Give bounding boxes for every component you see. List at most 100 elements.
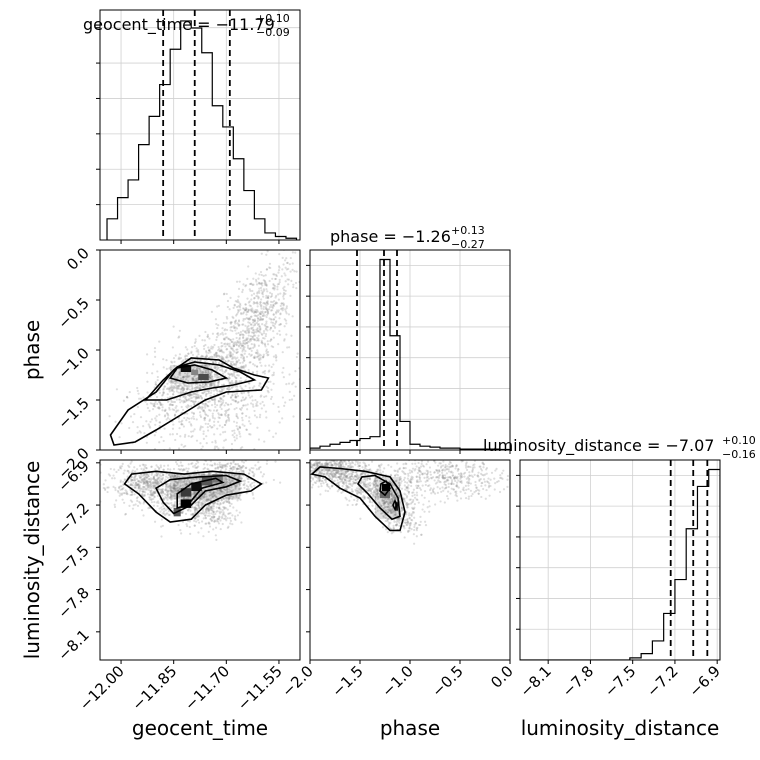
sample-point xyxy=(160,490,163,493)
sample-point xyxy=(461,460,464,463)
sample-point xyxy=(235,413,238,416)
sample-point xyxy=(208,376,212,379)
sample-point xyxy=(146,481,149,484)
sample-point xyxy=(234,319,238,322)
sample-point xyxy=(275,294,278,297)
sample-point xyxy=(253,330,256,333)
sample-point xyxy=(174,386,177,390)
sample-point xyxy=(258,312,262,315)
sample-point xyxy=(240,453,242,455)
sample-point xyxy=(193,510,197,513)
sample-point xyxy=(203,339,206,342)
sample-point xyxy=(146,484,149,487)
sample-point xyxy=(163,507,166,510)
sample-point xyxy=(190,462,193,465)
sample-point xyxy=(281,396,285,399)
sample-point xyxy=(250,298,253,301)
sample-point xyxy=(220,499,223,502)
sample-point xyxy=(239,346,242,350)
sample-point xyxy=(260,364,263,367)
sample-point xyxy=(142,488,145,491)
sample-point xyxy=(190,393,193,397)
sample-point xyxy=(257,277,260,280)
sample-point xyxy=(202,496,205,499)
sample-point xyxy=(151,363,155,366)
sample-point xyxy=(281,351,284,354)
sample-point xyxy=(258,325,261,328)
sample-point xyxy=(210,519,213,522)
sample-point xyxy=(407,490,411,494)
sample-point xyxy=(212,515,216,518)
sample-point xyxy=(262,332,266,335)
sample-point xyxy=(364,464,367,467)
sample-point xyxy=(225,478,228,481)
sample-point xyxy=(275,312,278,315)
sample-point xyxy=(391,494,394,497)
sample-point xyxy=(224,345,227,348)
sample-point xyxy=(121,498,124,501)
sample-point xyxy=(198,478,202,481)
sample-point xyxy=(424,483,427,487)
sample-point xyxy=(185,450,187,452)
sample-point xyxy=(194,456,196,458)
sample-point xyxy=(198,506,201,510)
sample-point xyxy=(224,515,227,518)
sample-point xyxy=(330,463,334,467)
sample-point xyxy=(162,387,165,390)
sample-point xyxy=(278,421,281,424)
sample-point xyxy=(138,476,142,479)
sample-point xyxy=(212,502,216,505)
sample-point xyxy=(167,473,170,477)
sample-point xyxy=(244,398,247,401)
sample-point xyxy=(303,466,305,468)
sample-point xyxy=(469,465,472,469)
sample-point xyxy=(192,400,195,403)
sample-point xyxy=(223,477,226,481)
sample-point xyxy=(196,509,199,512)
sample-point xyxy=(146,480,149,484)
sample-point xyxy=(257,337,260,340)
sample-point xyxy=(149,493,153,496)
sample-point xyxy=(265,253,268,256)
sample-point xyxy=(268,279,271,283)
sample-point xyxy=(325,462,329,466)
sample-point xyxy=(235,351,238,354)
sample-point xyxy=(242,471,245,474)
sample-point xyxy=(229,321,233,324)
sample-point xyxy=(166,393,169,396)
sample-point xyxy=(179,461,182,464)
sample-point xyxy=(194,466,197,469)
sample-point xyxy=(368,487,372,490)
sample-point xyxy=(229,467,232,470)
sample-point xyxy=(193,491,196,494)
sample-point xyxy=(198,367,201,371)
sample-point xyxy=(256,295,259,298)
sample-point xyxy=(377,465,381,468)
sample-point xyxy=(251,481,254,485)
sample-point xyxy=(259,328,262,331)
sample-point xyxy=(130,460,133,463)
sample-point xyxy=(177,447,181,450)
sample-point xyxy=(173,474,177,477)
sample-point xyxy=(248,382,251,385)
sample-point xyxy=(226,490,229,493)
sample-point xyxy=(168,484,171,487)
sample-point xyxy=(228,388,231,391)
sample-point xyxy=(393,497,396,500)
sample-point xyxy=(177,357,180,361)
sample-point xyxy=(214,366,217,370)
sample-point xyxy=(225,519,228,522)
sample-point xyxy=(457,479,460,482)
sample-point xyxy=(204,460,208,463)
sample-point xyxy=(195,368,199,371)
sample-point xyxy=(207,509,211,513)
sample-point xyxy=(248,353,251,356)
sample-point xyxy=(271,324,275,327)
sample-point xyxy=(211,383,214,387)
sample-point xyxy=(212,528,215,531)
sample-point xyxy=(399,517,403,520)
sample-point xyxy=(189,399,193,403)
panel-luminosity-distance-vs-geocent-time xyxy=(99,453,301,661)
sample-point xyxy=(156,480,159,483)
sample-point xyxy=(179,377,183,380)
